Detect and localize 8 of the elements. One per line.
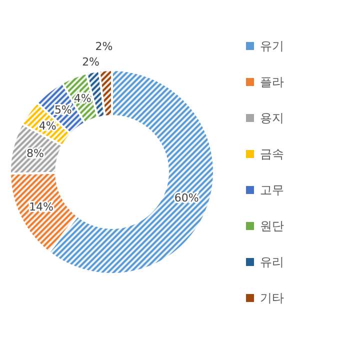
legend-label: 금속 <box>260 147 284 161</box>
legend-label: 유기 <box>260 39 284 53</box>
legend-label: 고무 <box>260 183 284 197</box>
legend-label: 플라 <box>260 75 284 89</box>
legend-label: 기타 <box>260 291 284 305</box>
legend-label: 용지 <box>260 111 284 125</box>
legend-label: 유리 <box>260 255 284 269</box>
legend-label: 원단 <box>260 219 284 233</box>
